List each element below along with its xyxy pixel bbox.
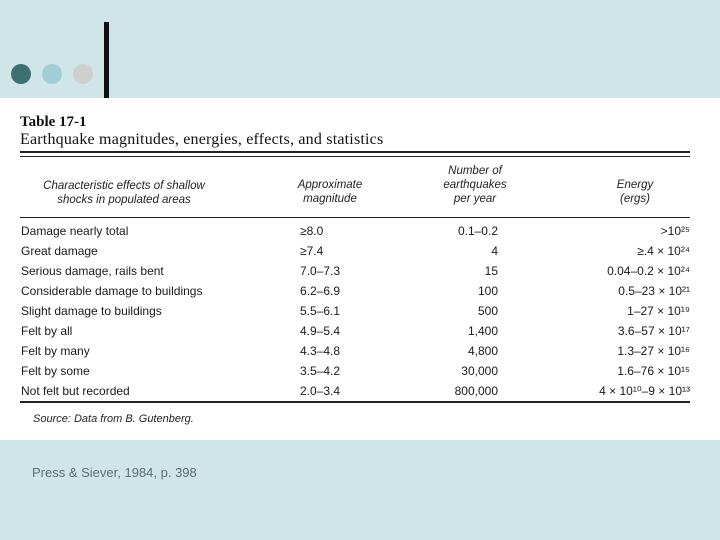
header-magnitude-line1: Approximate xyxy=(297,179,363,191)
cell-effect: Great damage xyxy=(21,244,98,258)
cell-number: 4,800 xyxy=(467,344,498,358)
cell-effect: Considerable damage to buildings xyxy=(21,284,203,298)
table-row: Not felt but recorded 2.0–3.4 800,000 4 … xyxy=(0,382,720,402)
decorative-dot-light xyxy=(42,64,62,84)
cell-magnitude: 3.5–4.2 xyxy=(300,364,341,378)
cell-effect: Damage nearly total xyxy=(21,224,129,238)
cell-number: 100 xyxy=(477,284,498,298)
cell-magnitude: 7.0–7.3 xyxy=(300,264,341,278)
cell-number: 15 xyxy=(484,264,498,278)
table-row: Slight damage to buildings 5.5–6.1 500 1… xyxy=(0,302,720,322)
table-rule-header xyxy=(20,217,690,218)
cell-effect: Slight damage to buildings xyxy=(21,304,162,318)
decorative-dot-dark xyxy=(11,64,31,84)
slide-footer-band xyxy=(0,440,720,540)
header-number-line3: per year xyxy=(453,193,497,205)
decorative-dot-gray xyxy=(73,64,93,84)
cell-effect: Not felt but recorded xyxy=(21,384,130,398)
cell-magnitude: 6.2–6.9 xyxy=(300,284,341,298)
cell-number: 800,000 xyxy=(454,384,498,398)
cell-energy: 1–27 × 10¹⁹ xyxy=(627,304,690,318)
table-source: Source: Data from B. Gutenberg. xyxy=(33,413,194,425)
cell-energy: 1.6–76 × 10¹⁵ xyxy=(617,364,690,378)
header-number: Number of earthquakes per year xyxy=(425,164,525,206)
cell-effect: Felt by some xyxy=(21,364,90,378)
cell-magnitude: 4.3–4.8 xyxy=(300,344,341,358)
table-rule-top-thin xyxy=(20,156,690,157)
cell-energy: 1.3–27 × 10¹⁶ xyxy=(617,344,690,358)
cell-effect: Serious damage, rails bent xyxy=(21,264,164,278)
table-row: Great damage ≥7.4 4 ≥.4 × 10²⁴ xyxy=(0,242,720,262)
cell-energy: 4 × 10¹⁰–9 × 10¹³ xyxy=(599,384,690,398)
slide-caption: Press & Siever, 1984, p. 398 xyxy=(32,465,197,480)
cell-magnitude: 5.5–6.1 xyxy=(300,304,341,318)
slide-header-band xyxy=(0,0,720,98)
cell-number: 4 xyxy=(491,244,498,258)
cell-energy: 0.04–0.2 × 10²⁴ xyxy=(607,264,690,278)
cell-energy: 3.6–57 × 10¹⁷ xyxy=(617,324,690,338)
header-energy-line1: Energy xyxy=(616,179,654,191)
table-row: Serious damage, rails bent 7.0–7.3 15 0.… xyxy=(0,262,720,282)
cell-magnitude: ≥8.0 xyxy=(300,224,324,238)
table-row: Felt by many 4.3–4.8 4,800 1.3–27 × 10¹⁶ xyxy=(0,342,720,362)
cell-magnitude: 2.0–3.4 xyxy=(300,384,341,398)
header-energy-line2: (ergs) xyxy=(619,193,651,205)
table-title: Earthquake magnitudes, energies, effects… xyxy=(20,131,384,148)
header-magnitude-line2: magnitude xyxy=(303,193,357,205)
table-row: Damage nearly total ≥8.0 0.1–0.2 >10²⁵ xyxy=(0,222,720,242)
header-effects-line2: shocks in populated areas xyxy=(57,194,191,206)
cell-number: 0.1–0.2 xyxy=(457,224,498,238)
decorative-vertical-bar xyxy=(104,22,109,98)
scanned-table-image xyxy=(0,98,720,440)
header-number-line2: earthquakes xyxy=(443,179,507,191)
header-magnitude: Approximate magnitude xyxy=(280,178,380,206)
cell-number: 30,000 xyxy=(461,364,498,378)
table-row: Felt by some 3.5–4.2 30,000 1.6–76 × 10¹… xyxy=(0,362,720,382)
cell-energy: 0.5–23 × 10²¹ xyxy=(618,284,690,298)
header-number-line1: Number of xyxy=(448,165,502,177)
header-effects-line1: Characteristic effects of shallow xyxy=(43,180,205,192)
table-row: Considerable damage to buildings 6.2–6.9… xyxy=(0,282,720,302)
cell-energy: >10²⁵ xyxy=(660,224,690,238)
cell-energy: ≥.4 × 10²⁴ xyxy=(637,244,690,258)
cell-effect: Felt by many xyxy=(21,344,90,358)
table-rule-bottom xyxy=(20,401,690,403)
table-row: Felt by all 4.9–5.4 1,400 3.6–57 × 10¹⁷ xyxy=(0,322,720,342)
cell-effect: Felt by all xyxy=(21,324,73,338)
cell-magnitude: 4.9–5.4 xyxy=(300,324,341,338)
cell-number: 500 xyxy=(477,304,498,318)
table-rule-top xyxy=(20,151,690,153)
header-effects: Characteristic effects of shallow shocks… xyxy=(24,179,224,207)
cell-magnitude: ≥7.4 xyxy=(300,244,324,258)
header-energy: Energy (ergs) xyxy=(590,178,680,206)
table-label: Table 17-1 xyxy=(20,114,87,130)
cell-number: 1,400 xyxy=(467,324,498,338)
